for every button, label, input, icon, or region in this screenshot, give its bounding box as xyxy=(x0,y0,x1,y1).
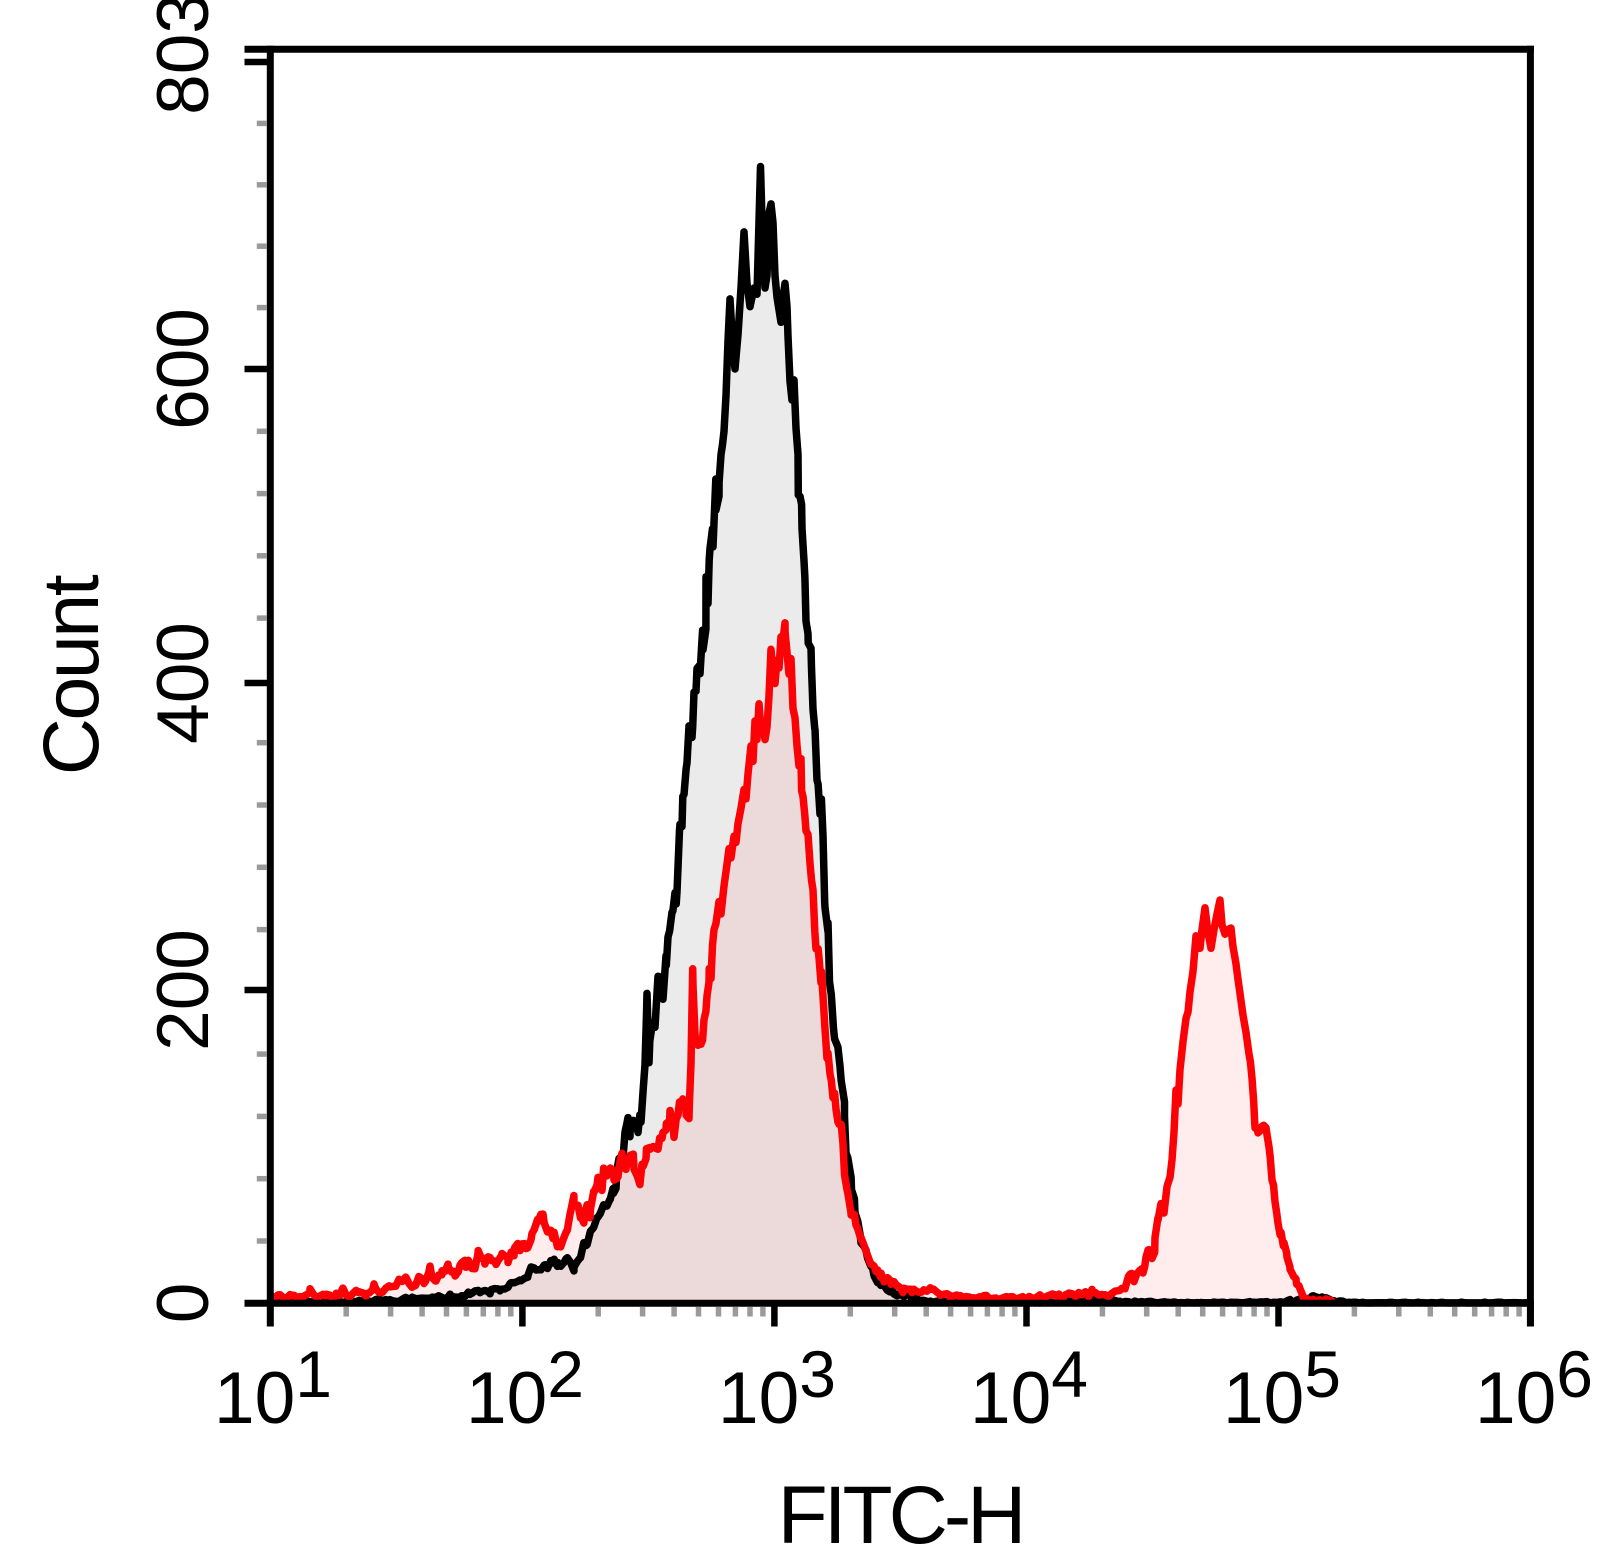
svg-text:0: 0 xyxy=(143,1283,224,1324)
svg-text:803: 803 xyxy=(143,0,224,115)
svg-text:Count: Count xyxy=(26,574,115,775)
svg-text:400: 400 xyxy=(143,622,224,744)
svg-text:FITC-H: FITC-H xyxy=(778,1470,1023,1561)
svg-text:600: 600 xyxy=(143,308,224,430)
svg-text:200: 200 xyxy=(143,929,224,1051)
